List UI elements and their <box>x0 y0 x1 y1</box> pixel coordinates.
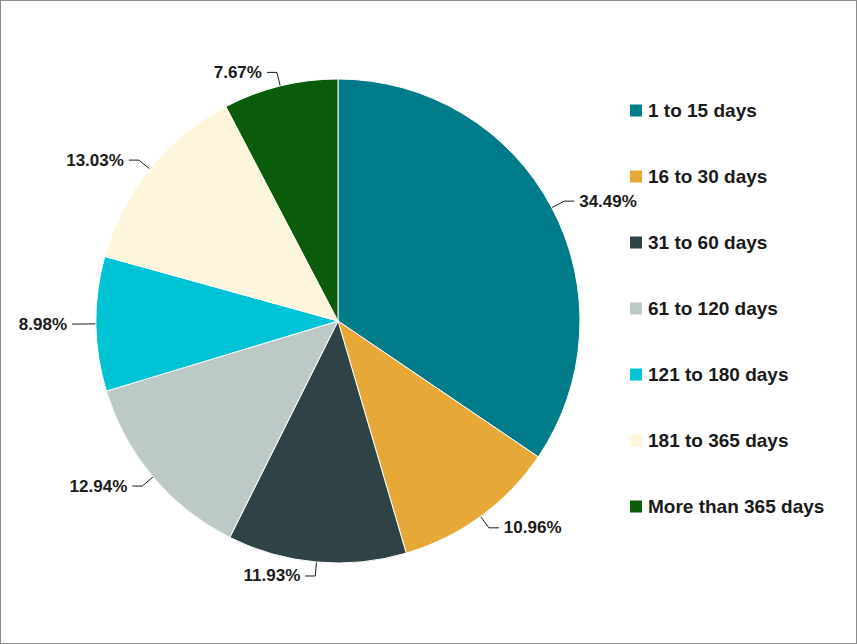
svg-text:1 to 15 days: 1 to 15 days <box>648 100 757 121</box>
svg-text:8.98%: 8.98% <box>19 315 67 334</box>
svg-text:12.94%: 12.94% <box>70 477 128 496</box>
svg-text:121 to 180 days: 121 to 180 days <box>648 364 788 385</box>
svg-text:181 to 365 days: 181 to 365 days <box>648 430 788 451</box>
svg-text:31 to 60 days: 31 to 60 days <box>648 232 767 253</box>
svg-text:7.67%: 7.67% <box>214 63 262 82</box>
svg-text:11.93%: 11.93% <box>244 566 301 585</box>
svg-text:13.03%: 13.03% <box>66 151 124 170</box>
svg-text:16 to 30 days: 16 to 30 days <box>648 166 767 187</box>
svg-text:More than 365 days: More than 365 days <box>648 496 824 517</box>
svg-text:10.96%: 10.96% <box>504 518 562 537</box>
svg-text:61 to 120 days: 61 to 120 days <box>648 298 778 319</box>
svg-text:34.49%: 34.49% <box>579 192 637 211</box>
